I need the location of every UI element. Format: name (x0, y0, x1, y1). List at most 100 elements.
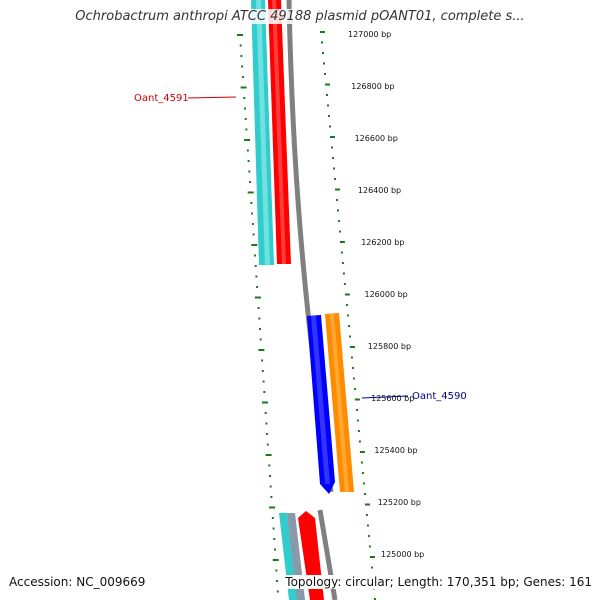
inner-tick (251, 212, 254, 215)
inner-tick (270, 496, 273, 498)
outer-tick (334, 178, 336, 180)
outer-tick (331, 146, 333, 149)
coordinate-labels: 127000 bp 126800 bp 126600 bp 126400 bp 1262… (348, 30, 424, 559)
inner-tick (266, 443, 269, 446)
inner-tick (268, 464, 271, 467)
gene-feature-blue-highlight (311, 316, 330, 484)
inner-tick (250, 202, 253, 204)
inner-tick (273, 538, 276, 540)
outer-tick (343, 283, 346, 285)
outer-tick (338, 230, 341, 233)
outer-tick (362, 482, 365, 485)
inner-tick (259, 328, 261, 330)
inner-tick (244, 107, 246, 110)
outer-tick (341, 262, 344, 264)
inner-tick (247, 191, 254, 194)
outer-tick (368, 545, 371, 548)
outer-tick (366, 524, 369, 527)
outer-tick (339, 241, 345, 243)
outer-tick (370, 566, 373, 569)
outer-tick (325, 83, 330, 86)
gene-label-oant-4590[interactable]: Oant_4590 (412, 391, 467, 402)
outer-tick (336, 199, 338, 201)
inner-tick (276, 590, 279, 593)
outer-tick (350, 356, 353, 359)
outer-tick (364, 503, 370, 506)
inner-tick (237, 34, 243, 36)
outer-tick (367, 535, 370, 537)
gene-label-leader-4590 (361, 395, 409, 399)
inner-tick (241, 65, 244, 68)
outer-tick (349, 346, 355, 348)
outer-tick (369, 556, 375, 558)
inner-tick (274, 548, 276, 551)
gene-label-oant-4591[interactable]: Oant_4591 (134, 93, 189, 104)
outer-tick (322, 52, 324, 54)
outer-tick (348, 335, 351, 338)
outer-tick (361, 472, 364, 474)
gene-label-leader-4591 (187, 96, 237, 99)
inner-tick (258, 349, 265, 351)
inner-tick (258, 317, 261, 320)
coordinate-label: 125600 bp (371, 394, 414, 403)
inner-tick (247, 160, 250, 162)
inner-tick (272, 527, 275, 530)
outer-tick (373, 598, 376, 600)
inner-tick (263, 391, 266, 393)
outer-tick (333, 167, 335, 170)
outer-tick-marks (318, 10, 376, 600)
outer-tick (342, 272, 345, 275)
outer-tick (355, 409, 358, 411)
inner-tick (266, 433, 269, 435)
outer-tick (320, 31, 325, 33)
coordinate-label: 126400 bp (358, 186, 401, 195)
coordinate-label: 125400 bp (374, 446, 417, 455)
outer-tick (326, 94, 328, 96)
inner-tick (240, 55, 243, 57)
coordinate-label: 126200 bp (361, 238, 404, 247)
map-title: Ochrobactrum anthropi ATCC 49188 plasmid… (0, 9, 600, 24)
outer-tick (365, 514, 368, 516)
inner-tick (255, 275, 258, 278)
inner-tick (254, 296, 261, 299)
inner-tick (248, 170, 251, 173)
coordinate-label: 126800 bp (351, 82, 394, 91)
inner-tick (239, 44, 242, 47)
topology-summary: Topology: circular; Length: 170,351 bp; … (285, 575, 592, 589)
inner-tick (251, 244, 258, 246)
inner-tick (252, 233, 255, 236)
inner-tick (265, 422, 268, 425)
inner-tick (264, 412, 267, 414)
inner-tick (262, 401, 268, 404)
inner-tick (243, 97, 246, 99)
inner-tick (269, 485, 272, 488)
coordinate-label: 127000 bp (348, 30, 391, 39)
gene-feature-cyan-upper-highlight (256, 0, 270, 265)
inner-tick (275, 569, 278, 572)
outer-tick (354, 398, 360, 401)
outer-tick (321, 41, 323, 44)
outer-tick (335, 188, 340, 191)
coordinate-label: 126000 bp (365, 290, 408, 299)
outer-tick (352, 377, 355, 380)
outer-tick (324, 73, 326, 75)
inner-tick (262, 380, 265, 383)
outer-tick (344, 293, 350, 296)
inner-tick (254, 254, 256, 257)
outer-tick (353, 388, 356, 390)
outer-tick (357, 430, 360, 432)
inner-tick (254, 265, 257, 267)
accession-text: Accession: NC_009669 (9, 575, 146, 589)
outer-tick (328, 115, 330, 117)
outer-tick (351, 367, 354, 369)
outer-tick (359, 451, 365, 453)
gene-feature-red-upper-highlight (272, 0, 286, 264)
inner-tick (240, 86, 247, 89)
inner-tick (261, 370, 264, 372)
inner-tick (276, 580, 279, 582)
inner-tick (256, 286, 259, 288)
inner-tick (257, 307, 260, 309)
inner-tick (246, 149, 249, 152)
outer-tick (345, 304, 348, 306)
outer-tick (340, 251, 343, 254)
